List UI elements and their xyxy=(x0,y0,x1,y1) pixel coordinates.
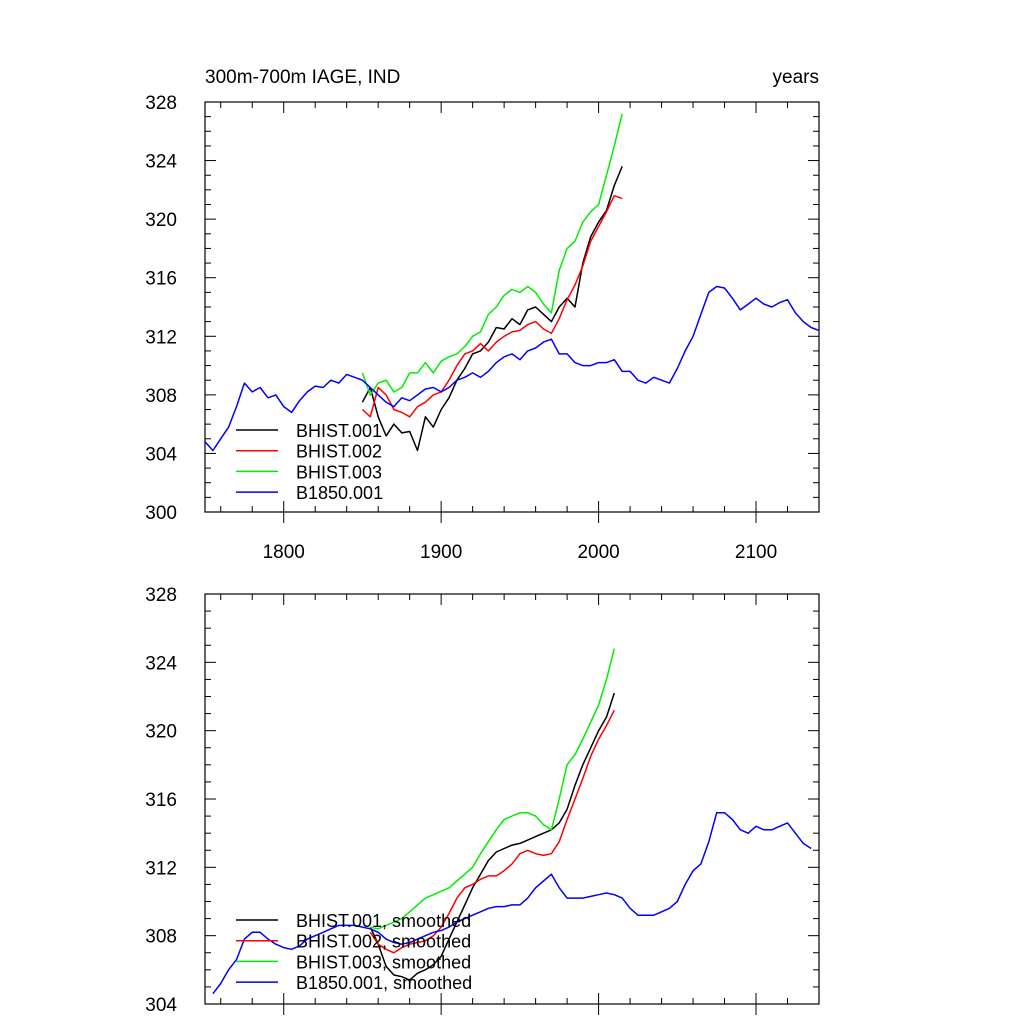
y-tick-label: 324 xyxy=(145,152,177,173)
units-title: years xyxy=(773,67,819,88)
series-line-bhist-001 xyxy=(361,166,623,452)
legend-label: B1850.001 xyxy=(296,483,383,503)
legend-label: BHIST.001, smoothed xyxy=(296,911,471,931)
series-line-bhist-002 xyxy=(361,194,623,418)
y-tick-label: 328 xyxy=(145,585,177,606)
legend-label: BHIST.001 xyxy=(296,421,382,441)
y-tick-label: 300 xyxy=(145,503,177,524)
x-tick-label: 1900 xyxy=(420,542,462,563)
x-tick-label: 1800 xyxy=(263,542,305,563)
y-tick-label: 316 xyxy=(145,269,177,290)
series-line-bhist-003 xyxy=(361,113,623,396)
y-tick-label: 328 xyxy=(145,93,177,114)
legend-label: BHIST.002 xyxy=(296,442,382,462)
y-tick-label: 316 xyxy=(145,790,177,811)
y-tick-label: 312 xyxy=(145,858,177,879)
y-tick-label: 304 xyxy=(145,995,177,1016)
legend-label: BHIST.002, smoothed xyxy=(296,932,471,952)
bottom-panel: 304 308 312 316 320 324 328 BHIST.001, smoothed… xyxy=(145,585,820,1016)
legend-label: B1850.001, smoothed xyxy=(296,973,472,993)
series-line-bhist-002-smoothed xyxy=(369,709,615,954)
y-tick-label: 308 xyxy=(145,386,177,407)
x-tick-label: 2000 xyxy=(577,542,619,563)
y-tick-label: 324 xyxy=(145,653,177,674)
top-panel: 300m-700m IAGE, IND years 300 304 308 312 31… xyxy=(145,67,820,563)
x-tick-label: 2100 xyxy=(735,542,777,563)
y-tick-label: 320 xyxy=(145,210,177,231)
legend-label: BHIST.003 xyxy=(296,462,382,482)
legend-label: BHIST.003, smoothed xyxy=(296,952,471,972)
series-line-bhist-003-smoothed xyxy=(370,648,616,930)
series-line-bhist-001-smoothed xyxy=(369,692,616,981)
y-tick-label: 312 xyxy=(145,327,177,348)
series-line-b1850-001 xyxy=(204,285,820,452)
series-line-b1850-001-smoothed xyxy=(212,811,812,995)
panel-title: 300m-700m IAGE, IND xyxy=(205,67,400,88)
y-tick-label: 308 xyxy=(145,927,177,948)
y-tick-label: 320 xyxy=(145,722,177,743)
y-tick-label: 304 xyxy=(145,444,177,465)
